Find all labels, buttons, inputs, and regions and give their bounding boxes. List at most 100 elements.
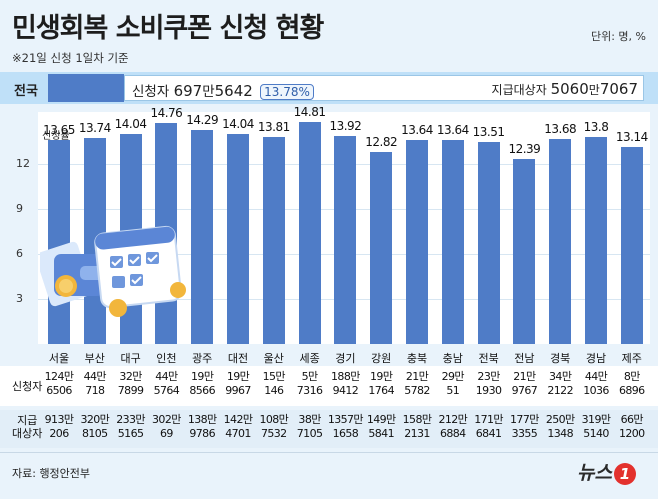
targets-cell: 320만 8105 (76, 413, 114, 441)
x-category-label: 대전 (227, 352, 249, 365)
bar-value-label: 14.29 (186, 113, 219, 128)
x-category-label: 광주 (192, 352, 213, 365)
applicants-cell-line: 9767 (511, 384, 538, 397)
applicants-cell-line: 44만 (83, 370, 107, 383)
targets-cell-line: 38만 (298, 413, 321, 426)
bar-value-label: 13.64 (436, 122, 469, 137)
targets-cell: 142만 4701 (219, 413, 257, 441)
applicants-cell-line: 7899 (117, 384, 144, 397)
x-category-label: 경기 (335, 352, 356, 365)
national-target-man: 5060 (550, 80, 589, 98)
applicants-cell-line: 1764 (368, 384, 394, 397)
applicants-cell: 19만 8566 (183, 370, 221, 398)
targets-cell-line: 138만 (187, 413, 217, 426)
targets-cell-line: 3355 (511, 427, 538, 440)
applicants-cell: 15만 146 (255, 370, 293, 398)
targets-cell-line: 250만 (545, 413, 575, 426)
y-tick-label: 3 (16, 292, 23, 306)
applicants-cell-line: 5만 (301, 370, 319, 383)
targets-cell-line: 1658 (332, 427, 359, 440)
y-tick-label: 12 (16, 157, 30, 171)
targets-cell: 1357만 1658 (326, 413, 364, 441)
targets-cell-line: 108만 (259, 413, 289, 426)
bar (549, 139, 572, 344)
bar (227, 133, 249, 344)
bar-value-label: 13.64 (401, 122, 433, 137)
targets-cell-line: 302만 (152, 413, 181, 426)
targets-cell: 158만 2131 (398, 413, 436, 441)
y-tick-label: 9 (16, 202, 23, 216)
bar (334, 135, 357, 344)
x-category-label: 세종 (299, 352, 320, 365)
applicants-cell: 34만 2122 (541, 370, 579, 398)
x-category-label: 충북 (406, 352, 428, 365)
bar-value-label: 12.82 (365, 135, 398, 150)
applicants-cell-line: 15만 (262, 370, 286, 383)
bar-value-label: 13.81 (257, 120, 290, 135)
targets-cell-line: 320만 (80, 413, 110, 426)
national-box (124, 75, 644, 101)
targets-cell-line: 8105 (81, 427, 108, 440)
applicants-cell: 29만 51 (434, 370, 472, 398)
applicants-cell-line: 23만 (477, 370, 500, 383)
national-label: 전국 (14, 84, 38, 99)
targets-cell-line: 4701 (225, 427, 251, 440)
bar-value-label: 13.8 (583, 120, 609, 135)
x-category-label: 충남 (442, 352, 463, 365)
source-note: 자료: 행정안전부 (12, 467, 91, 480)
applicants-cell-line: 44만 (584, 370, 608, 383)
targets-cell-line: 9786 (189, 427, 215, 440)
targets-cell-line: 1200 (618, 427, 645, 440)
targets-cell: 177만 3355 (505, 413, 543, 441)
bar-value-label: 13.74 (78, 121, 111, 136)
applicants-cell-line: 718 (85, 384, 105, 397)
targets-cell-line: 177만 (510, 413, 539, 426)
applicants-cell-line: 9412 (332, 384, 359, 397)
applicants-cell-line: 19만 (191, 370, 214, 383)
bar (477, 141, 500, 344)
targets-cell: 108만 7532 (255, 413, 293, 441)
applicants-cell: 19만 9967 (219, 370, 257, 398)
applicants-cell-line: 124만 (44, 370, 74, 383)
bar-value-label: 14.76 (150, 106, 183, 121)
applicants-cell: 5만 7316 (291, 370, 329, 398)
national-bar (48, 74, 124, 102)
targets-cell-line: 142만 (223, 413, 253, 426)
bar-value-label: 13.14 (615, 130, 648, 145)
x-category-label: 울산 (263, 352, 284, 365)
targets-cell-line: 913만 (44, 413, 74, 426)
bar-value-label: 14.04 (114, 116, 147, 131)
targets-cell-line: 319만 (581, 413, 611, 426)
bar (191, 130, 214, 344)
applicants-cell: 124만 6506 (40, 370, 78, 398)
targets-cell-line: 1357만 (327, 413, 364, 426)
targets-cell-line: 6841 (475, 427, 502, 440)
targets-row-label: 지급 대상자 (12, 414, 42, 440)
targets-cell-line: 69 (159, 427, 173, 440)
x-category-label: 경북 (550, 352, 571, 365)
applicants-cell-line: 21만 (513, 370, 536, 383)
applicants-cell-line: 19만 (226, 370, 250, 383)
applicants-cell-line: 6896 (618, 384, 645, 397)
applicants-cell: 44만 718 (76, 370, 114, 398)
national-applicants-man: 697 (173, 82, 203, 100)
national-applicants-label: 신청자 (132, 84, 170, 100)
applicants-cell-line: 32만 (119, 370, 142, 383)
targets-cell-line: 6884 (439, 427, 466, 440)
x-category-label: 전북 (478, 352, 499, 365)
applicants-cell: 21만 5782 (398, 370, 436, 398)
national-target: 지급대상자 5060만7067 (492, 80, 638, 98)
applicants-cell-line: 8만 (623, 370, 641, 383)
applicants-cell-line: 21만 (405, 370, 429, 383)
x-category-label: 전남 (514, 352, 535, 365)
bar (441, 139, 464, 344)
applicants-cell-line: 188만 (331, 370, 360, 383)
applicants-cell: 44만 1036 (577, 370, 615, 398)
bar (370, 152, 393, 344)
targets-cell-line: 206 (49, 427, 69, 440)
targets-cell-line: 1348 (547, 427, 573, 440)
applicants-cell-line: 5782 (404, 384, 430, 397)
targets-cell: 319만 5140 (577, 413, 615, 441)
applicants-cell-line: 2122 (547, 384, 573, 397)
targets-cell: 138만 9786 (183, 413, 221, 441)
